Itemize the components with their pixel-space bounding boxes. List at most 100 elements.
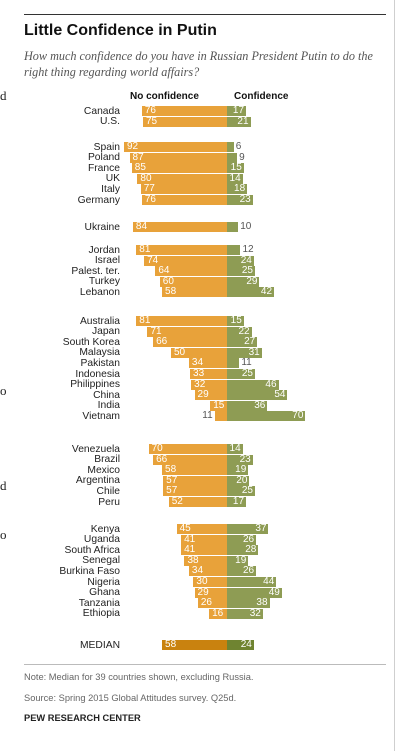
value-confidence: 54 bbox=[274, 389, 286, 401]
value-confidence: 26 bbox=[242, 533, 255, 545]
country-label: Ukraine bbox=[84, 221, 120, 233]
bar-confidence bbox=[227, 454, 253, 465]
value-no-confidence: 76 bbox=[144, 105, 156, 116]
bar-no-confidence bbox=[153, 337, 227, 348]
country-label: Ethiopia bbox=[82, 608, 120, 620]
country-label: Australia bbox=[79, 315, 120, 327]
value-no-confidence: 33 bbox=[193, 368, 205, 379]
bar-confidence bbox=[227, 524, 269, 534]
value-no-confidence: 66 bbox=[156, 336, 168, 348]
country-label: Peru bbox=[98, 496, 120, 508]
source-note: Source: Spring 2015 Global Attitudes sur… bbox=[24, 693, 237, 703]
bar-confidence bbox=[227, 465, 249, 476]
bar-confidence bbox=[227, 245, 241, 255]
value-no-confidence: 87 bbox=[132, 151, 144, 163]
value-no-confidence: 11 bbox=[202, 410, 213, 422]
bar-no-confidence bbox=[137, 173, 227, 184]
value-no-confidence: 71 bbox=[150, 325, 162, 337]
value-no-confidence: 80 bbox=[140, 172, 152, 184]
bar-no-confidence bbox=[190, 369, 227, 379]
value-confidence: 17 bbox=[232, 496, 245, 507]
bar-confidence bbox=[227, 475, 250, 486]
bar-no-confidence bbox=[171, 347, 227, 358]
country-label: South Korea bbox=[62, 336, 120, 348]
value-confidence: 22 bbox=[238, 325, 250, 337]
edge-fragment: o bbox=[0, 527, 7, 542]
country-label: India bbox=[97, 400, 120, 412]
bar-no-confidence bbox=[159, 276, 227, 287]
country-label: Jordan bbox=[88, 244, 120, 256]
value-no-confidence: 57 bbox=[166, 474, 178, 486]
bar-no-confidence bbox=[209, 608, 227, 619]
country-label: Japan bbox=[91, 326, 120, 338]
value-confidence: 32 bbox=[249, 607, 261, 619]
value-no-confidence: 29 bbox=[197, 389, 209, 401]
bar-confidence bbox=[227, 184, 248, 195]
bar-no-confidence bbox=[191, 379, 227, 390]
brand-label: PEW RESEARCH CENTER bbox=[24, 713, 141, 723]
bar-no-confidence bbox=[136, 245, 227, 255]
title-rule bbox=[24, 14, 386, 15]
confidence-header: Confidence bbox=[234, 91, 289, 102]
bar-no-confidence bbox=[162, 287, 227, 298]
bar-confidence bbox=[227, 116, 251, 127]
bar-no-confidence bbox=[168, 497, 227, 507]
bar-no-confidence bbox=[155, 266, 227, 277]
bar-no-confidence bbox=[141, 106, 227, 116]
bar-confidence bbox=[227, 608, 263, 619]
country-label: Brazil bbox=[94, 454, 120, 466]
bar-no-confidence bbox=[210, 400, 227, 411]
bar-no-confidence bbox=[176, 524, 227, 534]
value-no-confidence: 34 bbox=[191, 357, 204, 369]
bar-confidence bbox=[227, 152, 238, 163]
country-label: Kenya bbox=[90, 523, 120, 535]
value-confidence: 26 bbox=[242, 565, 255, 577]
value-confidence: 70 bbox=[292, 410, 304, 422]
bar-no-confidence bbox=[162, 640, 227, 650]
country-label: Germany bbox=[77, 194, 120, 206]
country-label: Venezuela bbox=[71, 443, 120, 455]
page-edge-rule bbox=[394, 0, 395, 751]
bar-no-confidence bbox=[188, 358, 227, 369]
bar-no-confidence bbox=[214, 411, 227, 422]
value-confidence: 23 bbox=[239, 453, 251, 465]
value-confidence: 12 bbox=[242, 244, 254, 255]
country-label: Spain bbox=[93, 141, 120, 153]
bar-no-confidence bbox=[184, 555, 227, 566]
value-confidence: 25 bbox=[241, 368, 253, 379]
value-no-confidence: 15 bbox=[213, 399, 225, 411]
bar-confidence bbox=[227, 577, 277, 587]
bar-confidence bbox=[227, 222, 239, 232]
country-label: Tanzania bbox=[78, 597, 120, 609]
median-label: MEDIAN bbox=[79, 639, 120, 651]
value-confidence: 10 bbox=[240, 221, 252, 232]
bar-no-confidence bbox=[143, 116, 227, 127]
value-no-confidence: 58 bbox=[165, 639, 177, 650]
bar-confidence bbox=[227, 287, 275, 298]
value-confidence: 20 bbox=[236, 474, 248, 486]
chart-title: Little Confidence in Putin bbox=[24, 22, 217, 39]
bar-confidence bbox=[227, 555, 249, 566]
bar-confidence bbox=[227, 276, 260, 287]
bar-confidence bbox=[227, 195, 253, 205]
country-label: Poland bbox=[87, 152, 120, 164]
value-confidence: 15 bbox=[230, 315, 242, 326]
value-no-confidence: 84 bbox=[135, 221, 148, 232]
bar-confidence bbox=[227, 106, 247, 116]
country-label: Mexico bbox=[87, 464, 120, 476]
value-no-confidence: 52 bbox=[171, 496, 183, 507]
value-confidence: 19 bbox=[235, 554, 247, 566]
value-confidence: 31 bbox=[248, 346, 260, 358]
value-no-confidence: 32 bbox=[194, 378, 206, 390]
country-label: Burkina Faso bbox=[59, 565, 120, 577]
value-no-confidence: 26 bbox=[200, 597, 212, 609]
value-confidence: 17 bbox=[232, 105, 245, 116]
bar-confidence bbox=[227, 411, 306, 422]
country-label: Ghana bbox=[89, 587, 120, 599]
value-confidence: 42 bbox=[260, 286, 273, 298]
bar-no-confidence bbox=[140, 184, 227, 195]
value-no-confidence: 41 bbox=[184, 533, 196, 545]
bar-no-confidence bbox=[153, 454, 227, 465]
no-confidence-header: No confidence bbox=[130, 91, 199, 102]
bar-no-confidence bbox=[148, 444, 227, 454]
